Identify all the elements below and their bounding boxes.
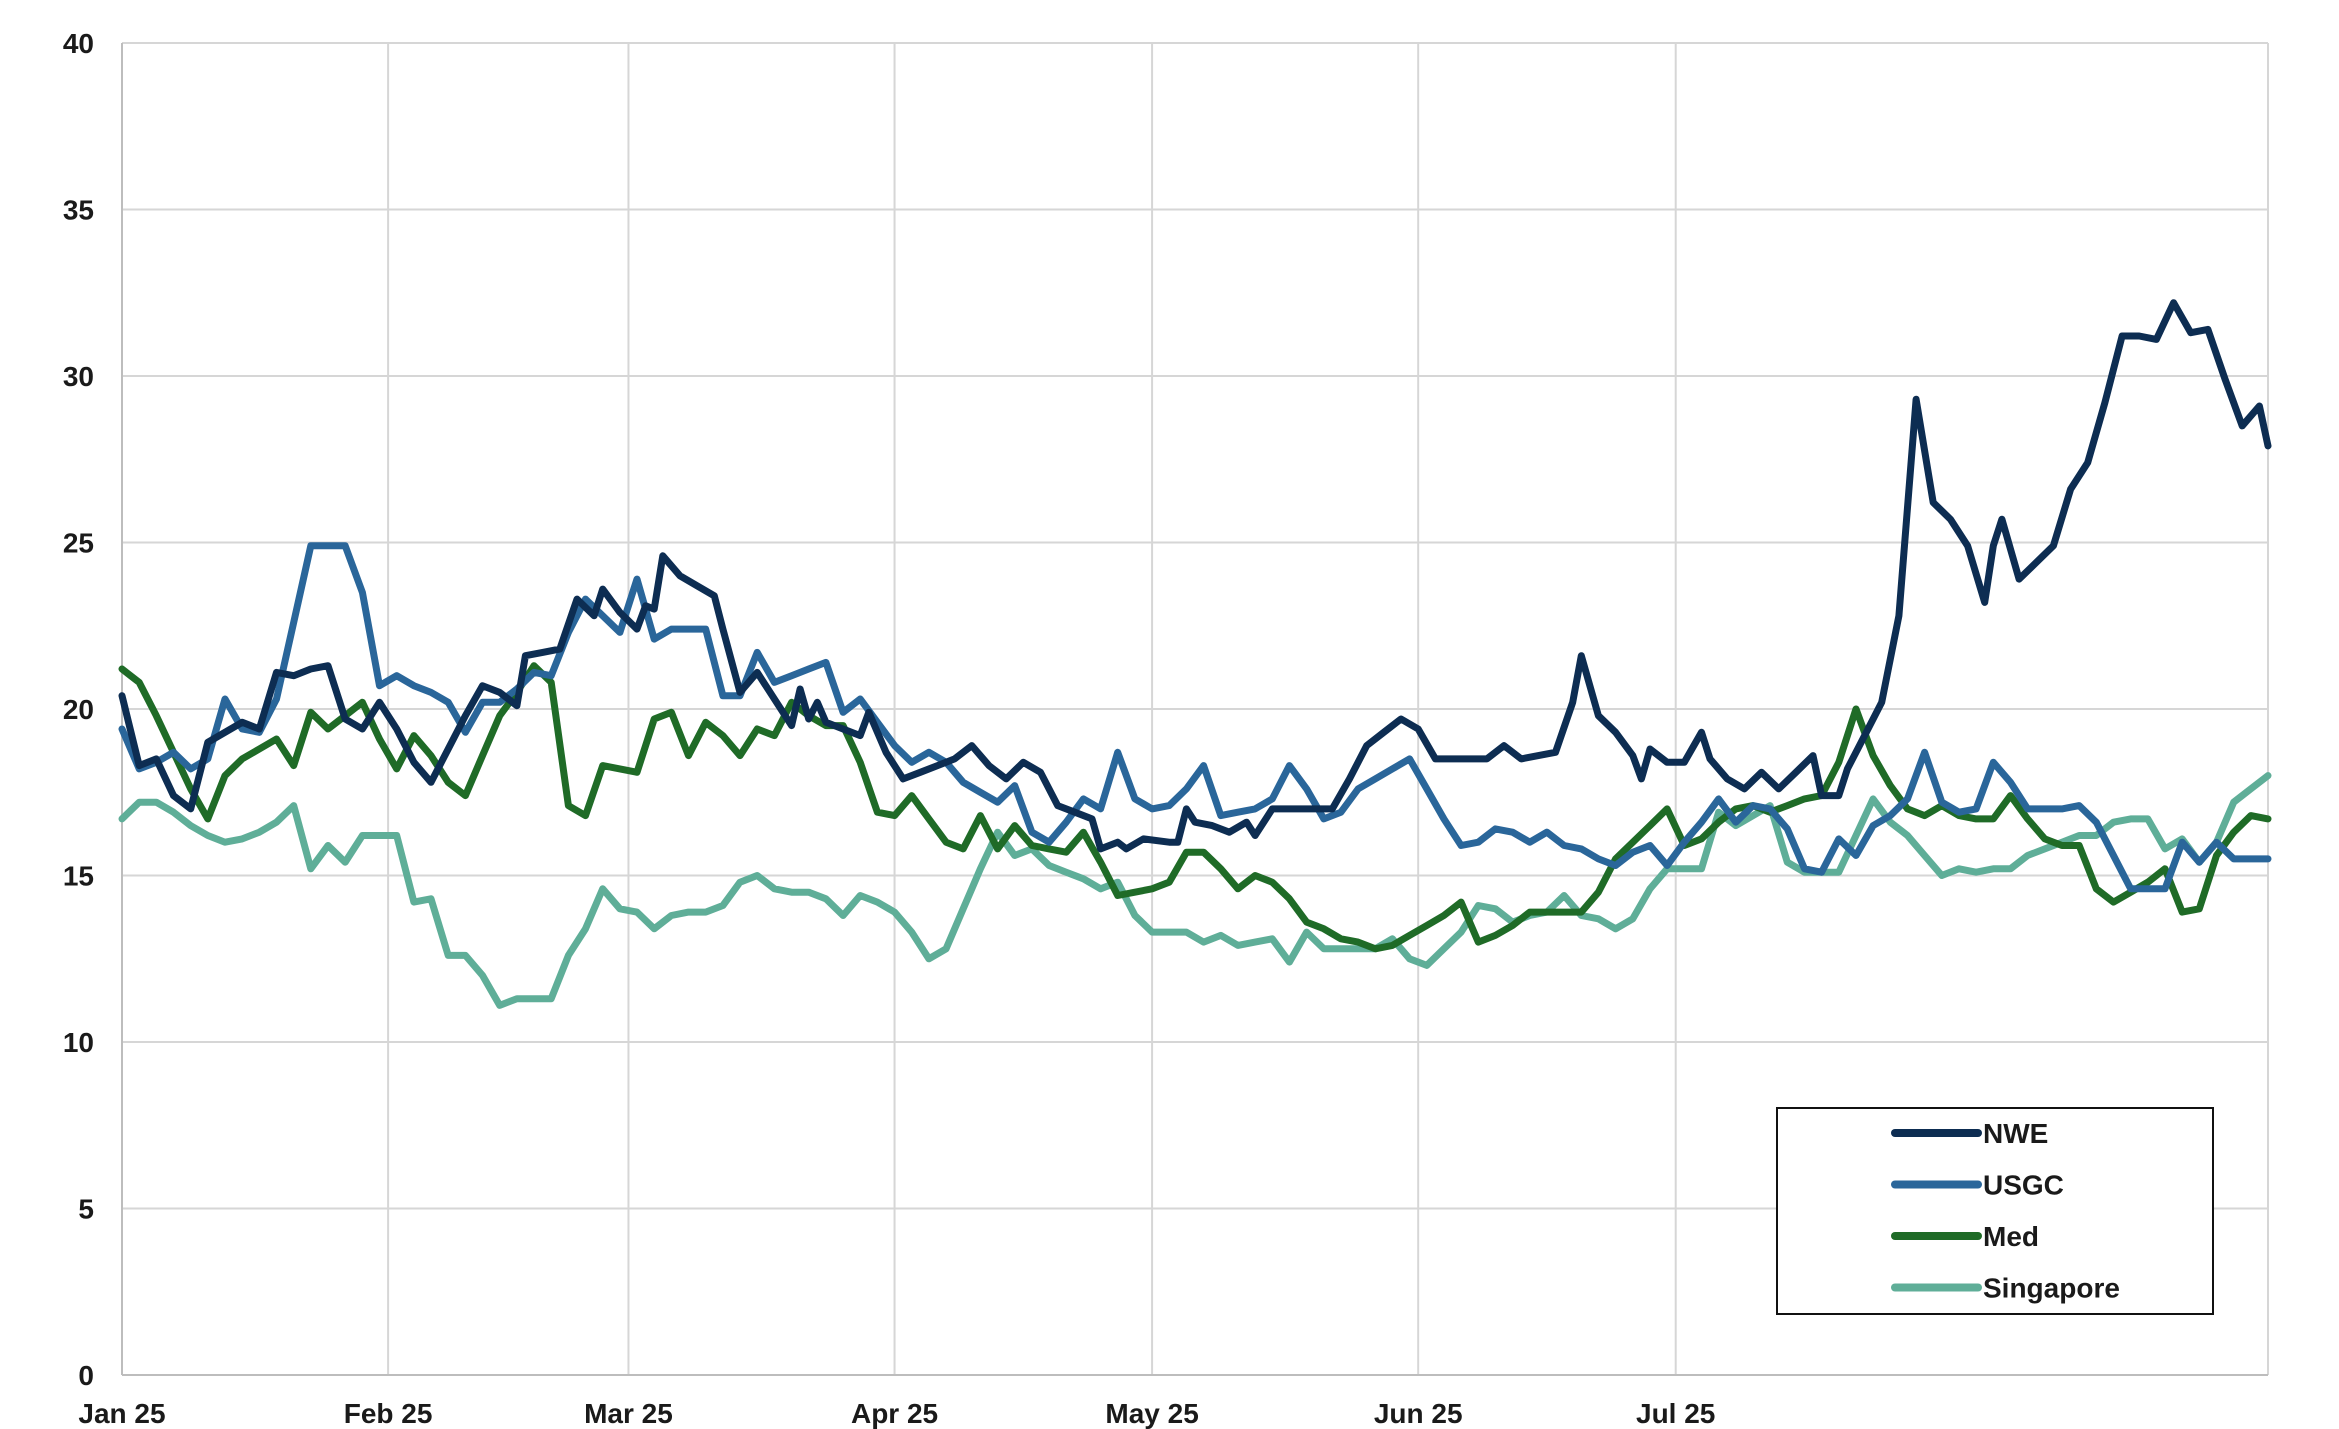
y-tick-label: 5	[78, 1194, 94, 1225]
legend-item-singapore: Singapore	[1891, 1273, 2120, 1304]
legend-items: NWE USGC Med Singapore	[1891, 1118, 2120, 1304]
x-tick-labels: Jan 25 Feb 25 Mar 25 Apr 25 May 25 Jun 25 Jul …	[78, 1398, 1715, 1429]
x-tick-label: Mar 25	[584, 1398, 673, 1429]
legend-item-nwe: NWE	[1891, 1118, 2048, 1149]
series-line-nwe	[118, 299, 2272, 853]
series-line-usgc	[118, 542, 2272, 893]
y-tick-label: 30	[63, 361, 94, 392]
legend-box	[1776, 1107, 2214, 1315]
legend-label: USGC	[1983, 1170, 2064, 1201]
x-tick-label: Jan 25	[78, 1398, 165, 1429]
x-tick-label: Apr 25	[851, 1398, 938, 1429]
y-tick-labels: 0 5 10 15 20 25 30 35 40	[63, 28, 94, 1391]
series-lines	[118, 299, 2272, 1009]
y-tick-label: 10	[63, 1027, 94, 1058]
gridlines	[122, 42, 2269, 1375]
y-tick-label: 0	[78, 1360, 94, 1391]
legend: NWE USGC Med Singapore	[1776, 1107, 2214, 1315]
series-line-med	[118, 662, 2272, 953]
x-tick-label: Feb 25	[344, 1398, 433, 1429]
x-tick-label: May 25	[1105, 1398, 1198, 1429]
y-tick-label: 15	[63, 861, 94, 892]
x-tick-label: Jun 25	[1374, 1398, 1463, 1429]
legend-item-usgc: USGC	[1891, 1170, 2064, 1201]
y-tick-label: 20	[63, 694, 94, 725]
y-tick-label: 25	[63, 528, 94, 559]
legend-item-med: Med	[1891, 1221, 2039, 1252]
y-tick-label: 40	[63, 28, 94, 59]
legend-label: NWE	[1983, 1118, 2048, 1149]
legend-label: Singapore	[1983, 1273, 2120, 1304]
y-tick-label: 35	[63, 195, 94, 226]
legend-label: Med	[1983, 1221, 2039, 1252]
series-line-singapore	[118, 772, 2272, 1009]
x-tick-label: Jul 25	[1636, 1398, 1715, 1429]
